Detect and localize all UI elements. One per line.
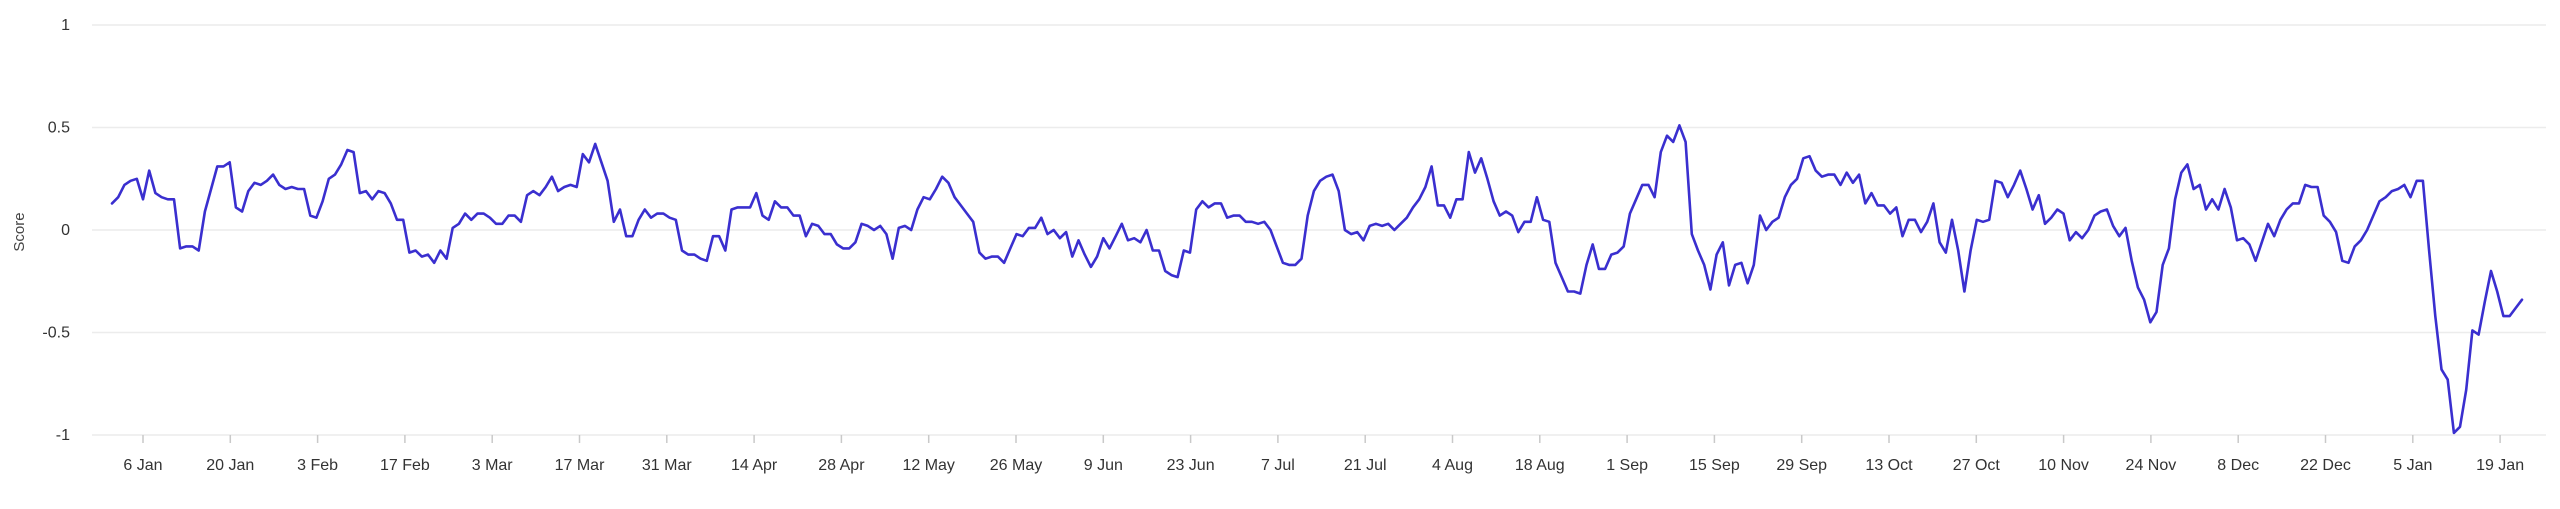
x-tick-label: 20 Jan (206, 457, 254, 474)
y-axis-tick-labels: 1 0.5 0 -0.5 -1 (42, 17, 70, 444)
x-axis-tick-labels: 6 Jan 20 Jan 3 Feb 17 Feb 3 Mar 17 Mar 31 Mar 1… (123, 457, 2524, 474)
x-tick-label: 23 Jun (1167, 457, 1215, 474)
y-axis-title: Score (11, 212, 28, 251)
x-tick-label: 3 Mar (472, 457, 514, 474)
x-tick-label: 5 Jan (2393, 457, 2432, 474)
y-gridlines (92, 24, 2546, 436)
y-tick-label: 1 (61, 17, 70, 34)
x-tick-label: 27 Oct (1953, 457, 2001, 474)
x-tick-label: 29 Sep (1776, 457, 1827, 474)
x-tick-label: 17 Mar (555, 457, 605, 474)
y-tick-label: -1 (56, 427, 70, 444)
x-tick-label: 7 Jul (1261, 457, 1295, 474)
x-tick-label: 1 Sep (1606, 457, 1648, 474)
x-tick-label: 28 Apr (818, 457, 865, 474)
x-tick-label: 18 Aug (1515, 457, 1565, 474)
x-tick-label: 10 Nov (2038, 457, 2089, 474)
series-layer (110, 124, 2524, 435)
x-tick-label: 9 Jun (1084, 457, 1123, 474)
x-tick-label: 4 Aug (1432, 457, 1473, 474)
x-tick-label: 24 Nov (2126, 457, 2177, 474)
y-tick-label: 0 (61, 222, 70, 239)
x-tick-label: 22 Dec (2300, 457, 2351, 474)
x-tick-label: 14 Apr (731, 457, 778, 474)
x-tick-label: 19 Jan (2476, 457, 2524, 474)
y-tick-label: -0.5 (42, 325, 70, 342)
x-tick-label: 3 Feb (297, 457, 338, 474)
x-tick-label: 12 May (902, 457, 954, 474)
x-tick-label: 6 Jan (123, 457, 162, 474)
series-line (110, 124, 2524, 435)
x-tick-label: 31 Mar (642, 457, 692, 474)
x-tick-label: 8 Dec (2217, 457, 2259, 474)
x-tick-label: 17 Feb (380, 457, 430, 474)
x-tick-label: 21 Jul (1344, 457, 1387, 474)
x-tick-label: 26 May (990, 457, 1042, 474)
x-axis-ticks (142, 435, 2501, 443)
x-tick-label: 15 Sep (1689, 457, 1740, 474)
x-tick-label: 13 Oct (1865, 457, 1913, 474)
y-tick-label: 0.5 (48, 120, 70, 137)
